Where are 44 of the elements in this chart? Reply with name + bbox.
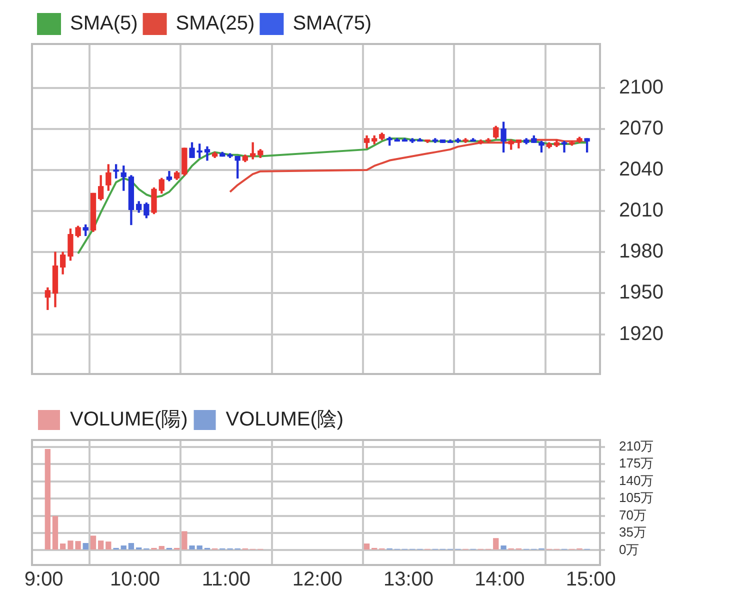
legend-label: SMA(5) <box>70 12 138 35</box>
y-tick-label: 70万 <box>619 507 646 522</box>
bar <box>106 542 112 550</box>
bar <box>60 544 66 550</box>
y-tick-label: 175万 <box>619 456 654 471</box>
bar <box>90 536 96 550</box>
y-tick-label: 35万 <box>619 524 646 540</box>
y-tick-label: 210万 <box>619 438 654 454</box>
bar <box>82 543 88 550</box>
y-tick-label: 2010 <box>619 200 664 222</box>
legend-label: SMA(75) <box>292 12 372 35</box>
bar <box>364 544 370 550</box>
y-tick-label: 1950 <box>619 282 664 304</box>
bar <box>98 540 104 550</box>
bar <box>44 449 51 550</box>
x-tick-label: 15:00 <box>566 568 616 591</box>
legend-label: SMA(25) <box>176 12 255 35</box>
candlestick <box>250 142 256 160</box>
candlestick <box>561 140 568 153</box>
x-tick-label: 10:00 <box>110 568 160 591</box>
y-tick-label: 1920 <box>619 322 664 345</box>
bar <box>500 545 506 550</box>
x-tick-label: 14:00 <box>474 568 525 591</box>
bar <box>52 516 58 550</box>
candlestick <box>220 153 226 157</box>
y-tick-label: 105万 <box>619 490 654 506</box>
legend-label: VOLUME(陽) <box>70 408 188 431</box>
x-tick-label: 12:00 <box>292 568 342 591</box>
y-tick-label: 2070 <box>619 117 664 140</box>
y-tick-label: 2040 <box>619 158 664 180</box>
x-tick-label: 13:00 <box>384 568 434 591</box>
bar <box>158 546 164 550</box>
bar <box>493 538 499 550</box>
legend-label: VOLUME(陰) <box>226 408 344 431</box>
y-tick-label: 0万 <box>619 542 640 557</box>
y-tick-label: 140万 <box>619 472 654 488</box>
x-tick-label: 11:00 <box>202 568 250 591</box>
x-tick-label: 9:00 <box>24 568 64 591</box>
y-tick-label: 2100 <box>619 76 664 98</box>
bar <box>182 531 188 550</box>
bar <box>120 545 126 550</box>
bar <box>128 543 134 550</box>
y-tick-label: 1980 <box>619 240 664 263</box>
bar <box>136 547 142 550</box>
